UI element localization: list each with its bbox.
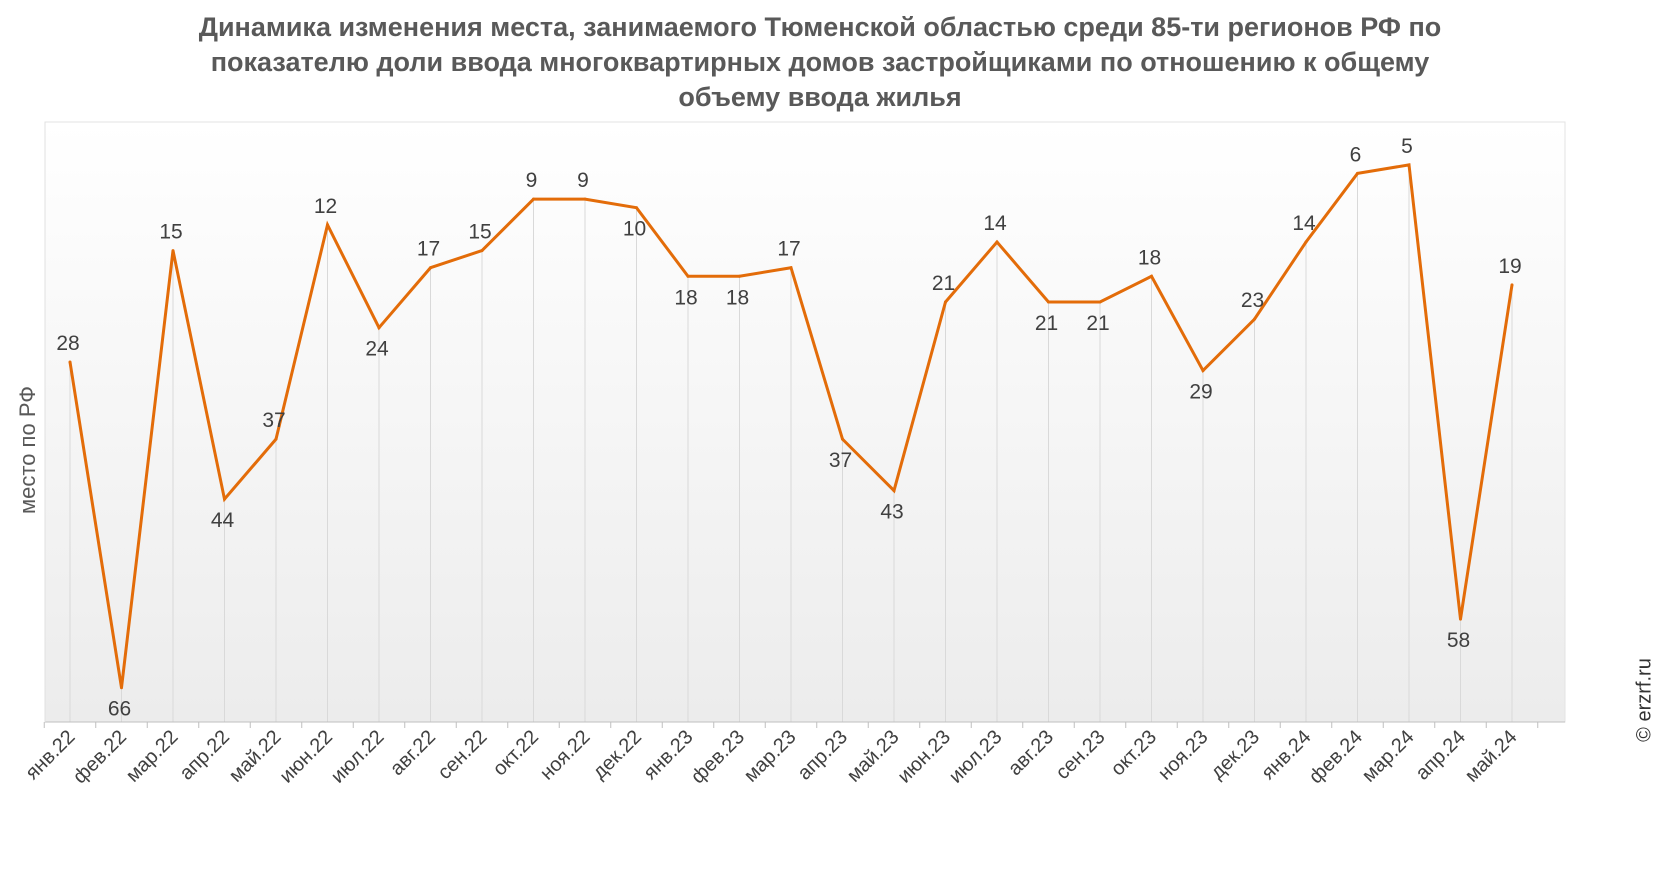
data-point — [120, 686, 123, 690]
x-tick-label: ноя.22 — [536, 726, 595, 785]
data-label: 15 — [159, 221, 182, 244]
data-label: 17 — [417, 238, 440, 261]
data-point — [1098, 300, 1102, 304]
data-point — [1407, 163, 1411, 167]
x-tick-label: апр.23 — [793, 726, 852, 785]
data-label: 19 — [1498, 255, 1521, 278]
x-tick-label: фев.24 — [1305, 726, 1367, 788]
data-point — [686, 274, 690, 278]
chart-title: Динамика изменения места, занимаемого Тю… — [40, 10, 1600, 115]
x-tick-label: июл.23 — [945, 726, 1007, 788]
data-point — [274, 437, 278, 441]
data-point — [1510, 283, 1514, 287]
data-point — [1459, 617, 1462, 621]
x-tick-label: май.23 — [843, 726, 904, 787]
title-line-1: Динамика изменения места, занимаемого Тю… — [198, 12, 1442, 42]
data-label: 37 — [829, 449, 852, 472]
data-label: 12 — [314, 195, 337, 218]
data-point — [1253, 317, 1256, 321]
data-point — [944, 300, 947, 304]
data-label: 21 — [1086, 312, 1109, 335]
data-label: 24 — [365, 338, 389, 361]
x-tick-label: дек.22 — [589, 726, 647, 784]
x-tick-label: мар.22 — [122, 726, 183, 787]
data-point — [1356, 171, 1359, 175]
x-tick-label: авг.22 — [386, 726, 440, 780]
data-label: 21 — [932, 272, 955, 295]
x-tick-label: май.24 — [1461, 726, 1522, 787]
data-label: 21 — [1035, 312, 1058, 335]
source-credit-text: © erzrf.ru — [1633, 658, 1656, 742]
x-tick-label: апр.22 — [175, 726, 234, 785]
title-line-2: показателю доли ввода многоквартирных до… — [210, 47, 1430, 77]
data-label: 44 — [211, 509, 235, 532]
x-tick-label: ноя.23 — [1154, 726, 1213, 785]
x-tick-label: фев.22 — [69, 726, 131, 788]
data-point — [68, 360, 72, 364]
data-label: 66 — [108, 698, 131, 721]
data-point — [635, 206, 638, 210]
x-tick-label: апр.24 — [1411, 726, 1470, 785]
x-tick-label: окт.22 — [489, 726, 543, 780]
data-point — [789, 266, 793, 270]
data-point — [480, 249, 484, 253]
data-point — [738, 274, 741, 278]
data-label: 10 — [623, 218, 646, 241]
data-point — [841, 437, 844, 441]
x-tick-label: май.22 — [225, 726, 286, 787]
x-tick-label: сен.22 — [434, 726, 492, 784]
data-point — [995, 240, 999, 244]
data-label: 14 — [983, 212, 1007, 235]
data-label: 5 — [1401, 135, 1413, 158]
x-tick-label: окт.23 — [1107, 726, 1161, 780]
data-label: 18 — [1138, 246, 1161, 269]
x-tick-label: сен.23 — [1052, 726, 1110, 784]
data-label: 29 — [1189, 381, 1212, 404]
data-label: 23 — [1241, 289, 1264, 312]
x-tick-label: дек.23 — [1207, 726, 1265, 784]
data-label: 58 — [1447, 629, 1470, 652]
data-point — [429, 266, 432, 270]
data-label: 9 — [526, 169, 538, 192]
data-label: 18 — [726, 286, 749, 309]
data-point — [377, 326, 381, 330]
data-label: 28 — [56, 332, 79, 355]
x-tick-label: мар.24 — [1358, 726, 1419, 787]
data-label: 17 — [777, 238, 800, 261]
data-point — [1150, 274, 1153, 278]
x-tick-label: фев.23 — [687, 726, 749, 788]
data-point — [1201, 369, 1205, 373]
data-point — [532, 197, 535, 201]
data-label: 15 — [468, 221, 491, 244]
x-tick-label: авг.23 — [1004, 726, 1058, 780]
x-tick-label: июл.22 — [327, 726, 389, 788]
x-tick-label: июн.23 — [893, 726, 955, 788]
data-point — [892, 489, 896, 493]
data-label: 43 — [880, 501, 903, 524]
data-label: 6 — [1350, 143, 1362, 166]
x-tick-label: мар.23 — [740, 726, 801, 787]
data-point — [326, 223, 329, 227]
x-tick-label: июн.22 — [275, 726, 337, 788]
plot-area — [44, 121, 1566, 723]
title-line-3: объему ввода жилья — [678, 82, 962, 112]
data-label: 18 — [674, 286, 697, 309]
data-point — [583, 197, 587, 201]
data-point — [1047, 300, 1050, 304]
data-point — [223, 497, 226, 501]
data-label: 14 — [1292, 212, 1316, 235]
data-point — [1304, 240, 1308, 244]
data-label: 37 — [262, 409, 285, 432]
data-label: 9 — [577, 169, 589, 192]
data-point — [171, 249, 175, 253]
source-credit: © erzrf.ru — [1630, 620, 1660, 780]
